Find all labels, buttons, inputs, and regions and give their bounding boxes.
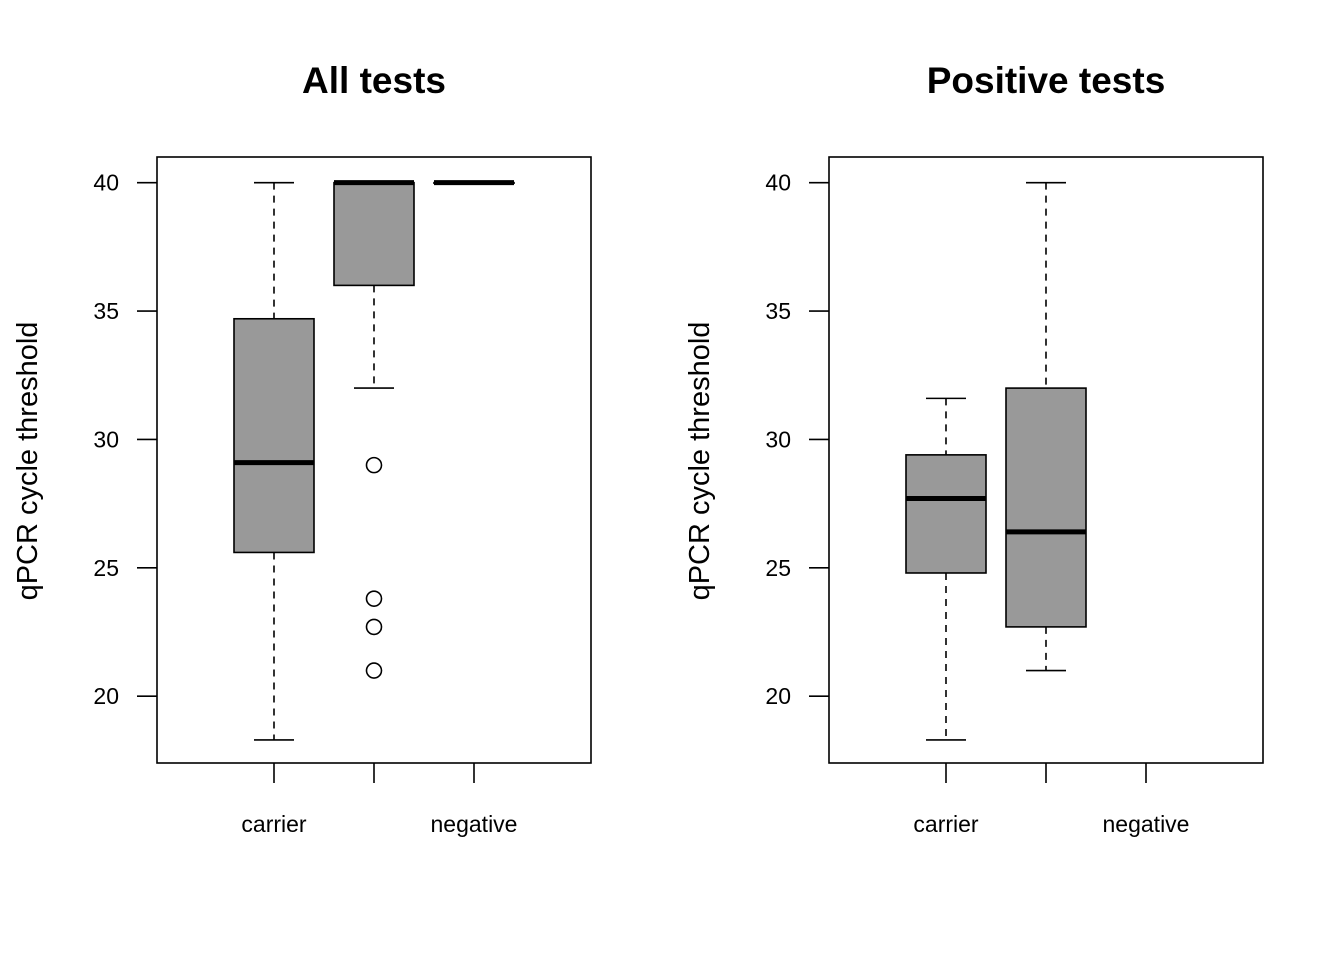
y-tick-label: 30 <box>93 426 119 452</box>
y-tick-label: 35 <box>93 298 119 324</box>
boxplot-carrier <box>905 397 987 741</box>
y-tick-label: 25 <box>93 555 119 581</box>
boxplot-negative <box>433 180 515 186</box>
x-tick-label: negative <box>1103 811 1190 837</box>
y-tick-label: 25 <box>765 555 791 581</box>
outlier-point <box>365 662 383 679</box>
boxplot-group-2 <box>1005 181 1087 672</box>
box-iqr <box>233 317 315 554</box>
x-tick-label: negative <box>431 811 518 837</box>
y-tick-label: 20 <box>93 683 119 709</box>
x-axis: carrier negative <box>241 763 517 837</box>
outlier-point <box>365 456 383 474</box>
y-tick-label: 30 <box>765 426 791 452</box>
y-tick-label: 20 <box>765 683 791 709</box>
boxplots <box>905 181 1087 741</box>
box-iqr <box>1005 387 1087 628</box>
x-axis: carrier negative <box>913 763 1189 837</box>
box-iqr <box>905 454 987 574</box>
x-tick-label: carrier <box>241 811 307 837</box>
boxplots <box>233 180 515 741</box>
boxplot-group-2 <box>333 180 415 679</box>
y-axis-label: qPCR cycle threshold <box>684 322 716 601</box>
y-axis-label: qPCR cycle threshold <box>12 322 44 601</box>
y-tick-label: 40 <box>93 170 119 196</box>
boxplot-carrier <box>233 181 315 741</box>
panel-title: Positive tests <box>927 60 1166 101</box>
y-tick-label: 40 <box>765 170 791 196</box>
panel-positive-tests: Positive tests qPCR cycle threshold 20 25… <box>684 60 1264 837</box>
outlier-point <box>365 618 383 636</box>
y-axis: 20 25 30 35 40 <box>93 170 157 709</box>
y-axis: 20 25 30 35 40 <box>765 170 829 709</box>
box-iqr <box>333 181 415 287</box>
panel-all-tests: All tests qPCR cycle threshold 20 25 30 35 4… <box>12 60 592 837</box>
x-tick-label: carrier <box>913 811 979 837</box>
y-tick-label: 35 <box>765 298 791 324</box>
panel-title: All tests <box>302 60 446 101</box>
outlier-point <box>365 590 383 607</box>
